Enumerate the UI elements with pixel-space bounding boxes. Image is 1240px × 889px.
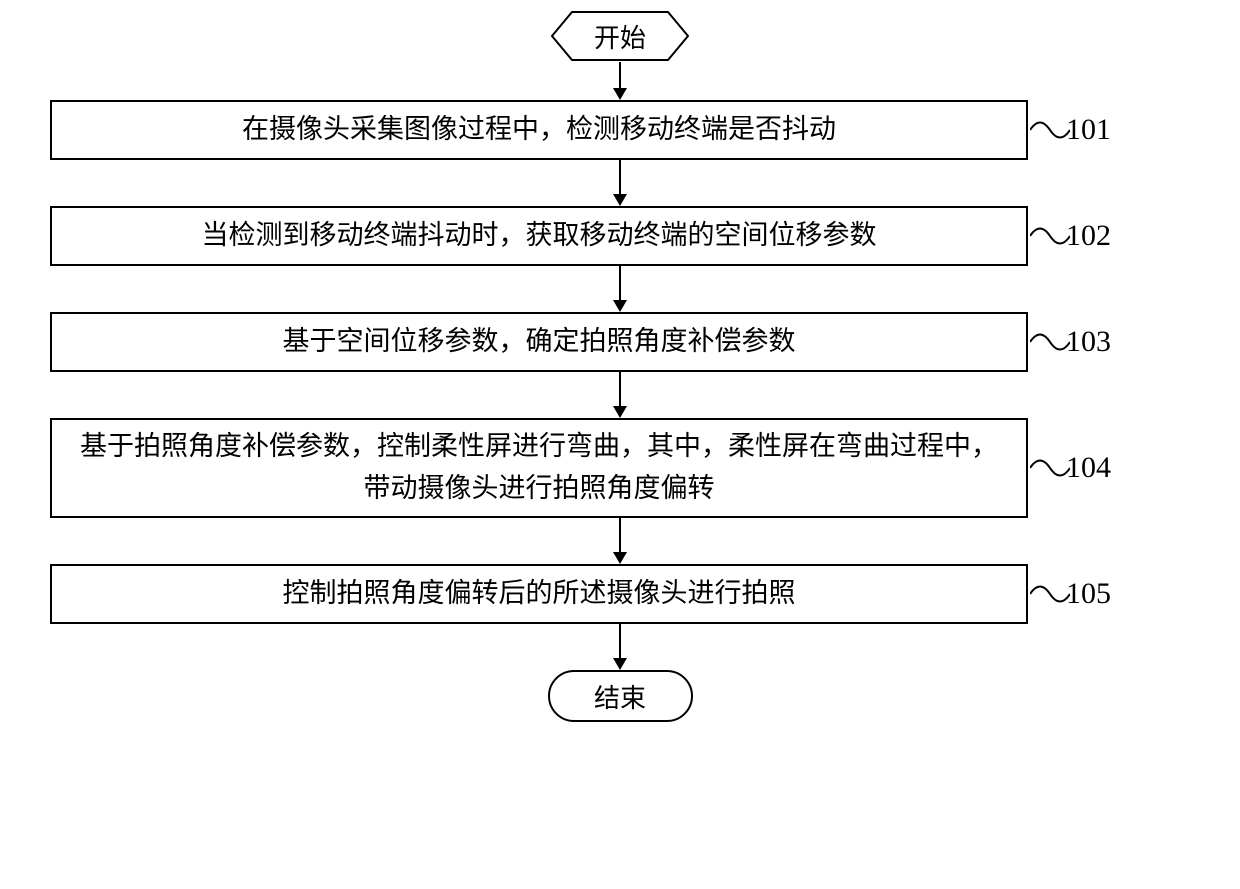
wavy-connector-icon: [1030, 224, 1070, 248]
arrow-connector: [605, 62, 635, 100]
step-number: 105: [1066, 577, 1111, 611]
start-label: 开始: [550, 10, 690, 62]
process-text: 控制拍照角度偏转后的所述摄像头进行拍照: [283, 573, 796, 615]
step-number: 102: [1066, 219, 1111, 253]
arrow-icon: [605, 160, 635, 206]
end-terminator: 结束: [548, 670, 693, 722]
start-terminator: 开始: [550, 10, 690, 62]
step-number: 103: [1066, 325, 1111, 359]
arrow-connector: [605, 624, 635, 670]
process-text: 当检测到移动终端抖动时，获取移动终端的空间位移参数: [202, 215, 877, 257]
process-box-103: 基于空间位移参数，确定拍照角度补偿参数: [50, 312, 1028, 372]
process-step: 在摄像头采集图像过程中，检测移动终端是否抖动 101: [50, 100, 1190, 160]
process-box-105: 控制拍照角度偏转后的所述摄像头进行拍照: [50, 564, 1028, 624]
arrow-connector: [605, 266, 635, 312]
arrow-connector: [605, 160, 635, 206]
flowchart-container: 开始 在摄像头采集图像过程中，检测移动终端是否抖动 101 当检测到移动终端抖动…: [50, 10, 1190, 722]
process-text: 在摄像头采集图像过程中，检测移动终端是否抖动: [242, 109, 836, 151]
process-step: 控制拍照角度偏转后的所述摄像头进行拍照 105: [50, 564, 1190, 624]
wavy-connector-icon: [1030, 456, 1070, 480]
arrow-icon: [605, 518, 635, 564]
process-text: 基于拍照角度补偿参数，控制柔性屏进行弯曲，其中，柔性屏在弯曲过程中，带动摄像头进…: [72, 426, 1006, 510]
arrow-icon: [605, 624, 635, 670]
process-box-101: 在摄像头采集图像过程中，检测移动终端是否抖动: [50, 100, 1028, 160]
step-number: 101: [1066, 113, 1111, 147]
step-number: 104: [1066, 451, 1111, 485]
end-label: 结束: [594, 678, 646, 715]
process-box-104: 基于拍照角度补偿参数，控制柔性屏进行弯曲，其中，柔性屏在弯曲过程中，带动摄像头进…: [50, 418, 1028, 518]
arrow-connector: [605, 372, 635, 418]
process-box-102: 当检测到移动终端抖动时，获取移动终端的空间位移参数: [50, 206, 1028, 266]
arrow-icon: [605, 62, 635, 100]
process-step: 基于空间位移参数，确定拍照角度补偿参数 103: [50, 312, 1190, 372]
process-text: 基于空间位移参数，确定拍照角度补偿参数: [283, 321, 796, 363]
process-step: 当检测到移动终端抖动时，获取移动终端的空间位移参数 102: [50, 206, 1190, 266]
wavy-connector-icon: [1030, 118, 1070, 142]
wavy-connector-icon: [1030, 330, 1070, 354]
arrow-connector: [605, 518, 635, 564]
process-step: 基于拍照角度补偿参数，控制柔性屏进行弯曲，其中，柔性屏在弯曲过程中，带动摄像头进…: [50, 418, 1190, 518]
arrow-icon: [605, 266, 635, 312]
wavy-connector-icon: [1030, 582, 1070, 606]
arrow-icon: [605, 372, 635, 418]
